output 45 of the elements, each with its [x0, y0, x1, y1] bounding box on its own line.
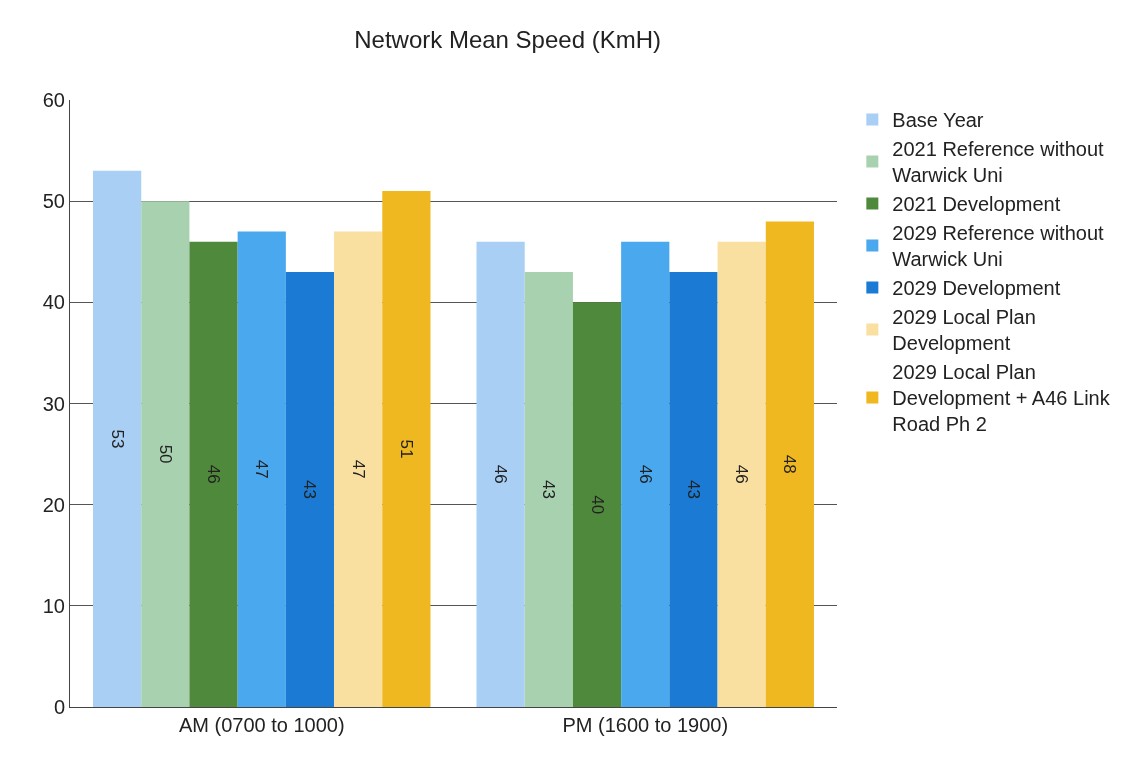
bar [334, 231, 383, 707]
legend-label: 2029 Local Plan Development [892, 306, 1036, 355]
bar [285, 271, 335, 707]
bar [765, 221, 814, 707]
data-label: 43 [539, 480, 559, 499]
bar [141, 201, 190, 707]
data-label: 47 [348, 459, 368, 479]
bar [572, 302, 622, 707]
legend-label: 2029 Local Plan Development + A46 Link Road Ph 2 [892, 361, 1111, 436]
y-tick-label: 50 [42, 190, 65, 213]
data-label: 40 [587, 495, 607, 515]
bar [621, 241, 670, 707]
y-tick-label: 30 [42, 392, 65, 415]
bar [669, 271, 718, 707]
data-label: 46 [732, 464, 752, 484]
y-tick-label: 0 [53, 696, 65, 718]
data-label: 46 [204, 464, 224, 484]
bar [93, 170, 142, 707]
y-tick-label: 40 [42, 291, 65, 314]
bar [524, 271, 573, 707]
data-label: 51 [396, 439, 416, 459]
y-tick-label: 60 [42, 89, 65, 111]
chart-title: Network Mean Speed (KmH) [354, 25, 661, 53]
bar [476, 241, 525, 707]
data-label: 48 [780, 454, 800, 474]
data-label: 43 [300, 480, 320, 499]
data-label: 43 [683, 480, 703, 499]
x-tick-label: PM (1600 to 1900) [562, 714, 729, 736]
data-label: 46 [635, 464, 655, 484]
bar [189, 241, 238, 707]
data-label: 47 [252, 459, 272, 479]
legend-label: 2021 Reference without Warwick Uni [892, 138, 1105, 187]
data-label: 50 [155, 444, 175, 464]
y-tick-label: 10 [42, 594, 65, 617]
legend-label: 2029 Development [892, 277, 1061, 300]
y-tick-label: 20 [42, 493, 65, 516]
data-label: 53 [107, 429, 127, 449]
data-label: 46 [491, 464, 511, 484]
bar [237, 231, 286, 707]
legend-label: Base Year [892, 109, 984, 132]
legend-label: 2021 Development [892, 193, 1061, 216]
bar [717, 241, 766, 707]
bar [382, 191, 431, 707]
legend-label: 2029 Reference without Warwick Uni [892, 222, 1105, 271]
x-tick-label: AM (0700 to 1000) [178, 714, 345, 736]
